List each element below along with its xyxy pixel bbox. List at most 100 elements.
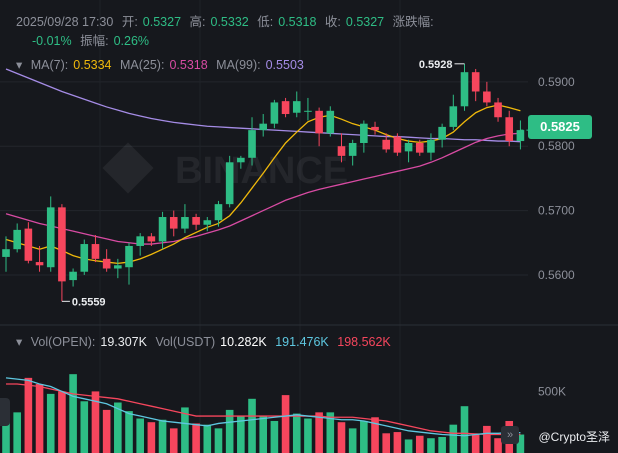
ma25-label: MA(25): (119, 58, 165, 72)
volume-bar (415, 435, 424, 453)
volume-axis: 500K (538, 384, 566, 398)
volume-bar (494, 438, 502, 453)
candle-body (348, 142, 357, 156)
candle-body (427, 139, 435, 153)
candle-body (460, 72, 469, 107)
candle-body (483, 91, 491, 103)
volume-bar (225, 409, 234, 453)
candle-body (248, 130, 256, 158)
candle-body (13, 229, 21, 250)
candle-body (147, 236, 156, 242)
volume-bar (192, 423, 200, 453)
candle-body (438, 126, 446, 140)
volume-bar (483, 425, 491, 453)
candle-body (169, 217, 178, 229)
volume-bar (136, 418, 144, 453)
ohlc-info-line2: -0.01% 振幅: 0.26% (32, 30, 154, 49)
candle-body (404, 142, 413, 152)
volume-bar (203, 424, 212, 453)
vol-usdt-value: 10.282K (220, 335, 267, 349)
author-watermark: @Crypto圣泽 (538, 430, 610, 444)
volume-bar (427, 438, 435, 453)
volume-bar (404, 439, 413, 453)
vol-usdt-label: Vol(USDT) (155, 335, 216, 349)
candle-body (237, 157, 245, 163)
volume-bar (91, 391, 100, 453)
vol-ma10-value: 198.562K (337, 335, 391, 349)
high-value: 0.5332 (210, 15, 249, 29)
price-annotations: 0.5928 0.5559 (61, 59, 465, 308)
candle-body (516, 130, 525, 142)
vol-ma5-value: 191.476K (275, 335, 329, 349)
candle-body (203, 220, 212, 225)
candle-body (415, 142, 424, 153)
candle-body (494, 102, 502, 118)
volume-bar (292, 413, 301, 453)
candle-body (91, 244, 100, 259)
candle-body (281, 101, 290, 115)
fast-forward-icon[interactable]: » (501, 426, 519, 444)
volume-legend[interactable]: ▾ Vol(OPEN): 19.307K Vol(USDT) 10.282K 191… (16, 334, 396, 349)
annotation-label: 0.5928 (419, 59, 453, 71)
volume-bar (393, 432, 402, 453)
vol-open-value: 19.307K (100, 335, 147, 349)
change-value: -0.01% (32, 34, 72, 48)
volume-bar (69, 374, 77, 453)
candle-body (270, 102, 279, 124)
low-label: 低: (257, 15, 274, 29)
candle-body (471, 72, 480, 92)
candlesticks (2, 63, 525, 302)
candle-body (192, 217, 200, 225)
volume-bar (237, 416, 245, 453)
volume-bar (315, 412, 323, 453)
volume-bar (125, 411, 133, 453)
vol-ma10-line (6, 383, 521, 436)
candle-body (58, 207, 66, 282)
open-value: 0.5327 (142, 15, 182, 29)
candle-body (80, 244, 89, 272)
volume-bar (24, 377, 33, 453)
volume-bar (449, 424, 458, 453)
ma99-value: 0.5503 (265, 58, 304, 72)
svg-text:BINANCE: BINANCE (175, 150, 348, 192)
candle-body (158, 217, 167, 242)
collapse-handle[interactable] (0, 398, 10, 426)
volume-bar (326, 412, 335, 453)
chevron-down-icon[interactable]: ▾ (16, 58, 23, 72)
volume-bar (214, 428, 223, 453)
candle-body (24, 228, 33, 261)
volume-bar (460, 406, 469, 453)
price-tick-label: 0.5900 (538, 75, 575, 89)
volume-bar (360, 420, 368, 453)
volume-bar (337, 422, 346, 453)
candle-body (360, 123, 368, 143)
volume-bar (181, 407, 189, 453)
binance-watermark-logo: BINANCE (102, 142, 348, 194)
close-label: 收: (324, 15, 341, 29)
candle-body (35, 262, 44, 266)
ohlc-info-line1: 2025/09/28 17:30 开: 0.5327 高: 0.5332 低: 0.5… (16, 11, 439, 30)
volume-bar (102, 409, 111, 453)
ma25-value: 0.5318 (169, 58, 208, 72)
volume-bar (471, 434, 480, 453)
ma7-value: 0.5334 (73, 58, 112, 72)
candle-body (449, 106, 458, 127)
high-label: 高: (189, 15, 206, 29)
volume-bar (516, 434, 525, 453)
candle-body (393, 136, 402, 153)
vol-ma5-line (5, 377, 521, 437)
chevron-down-icon[interactable]: ▾ (16, 335, 23, 349)
ma25-line (5, 132, 521, 245)
volume-bar (348, 428, 357, 453)
candle-body (102, 258, 111, 269)
amplitude-label: 振幅: (80, 34, 109, 48)
low-value: 0.5318 (278, 15, 317, 29)
ma-legend[interactable]: ▾ MA(7): 0.5334 MA(25): 0.5318 MA(99): 0.55… (16, 57, 309, 72)
volume-bar (270, 420, 279, 453)
amplitude-value: 0.26% (113, 34, 150, 48)
candle-body (181, 217, 189, 229)
volume-bar (382, 433, 391, 453)
volume-tick-label: 500K (538, 384, 566, 398)
volume-bar (2, 418, 10, 453)
